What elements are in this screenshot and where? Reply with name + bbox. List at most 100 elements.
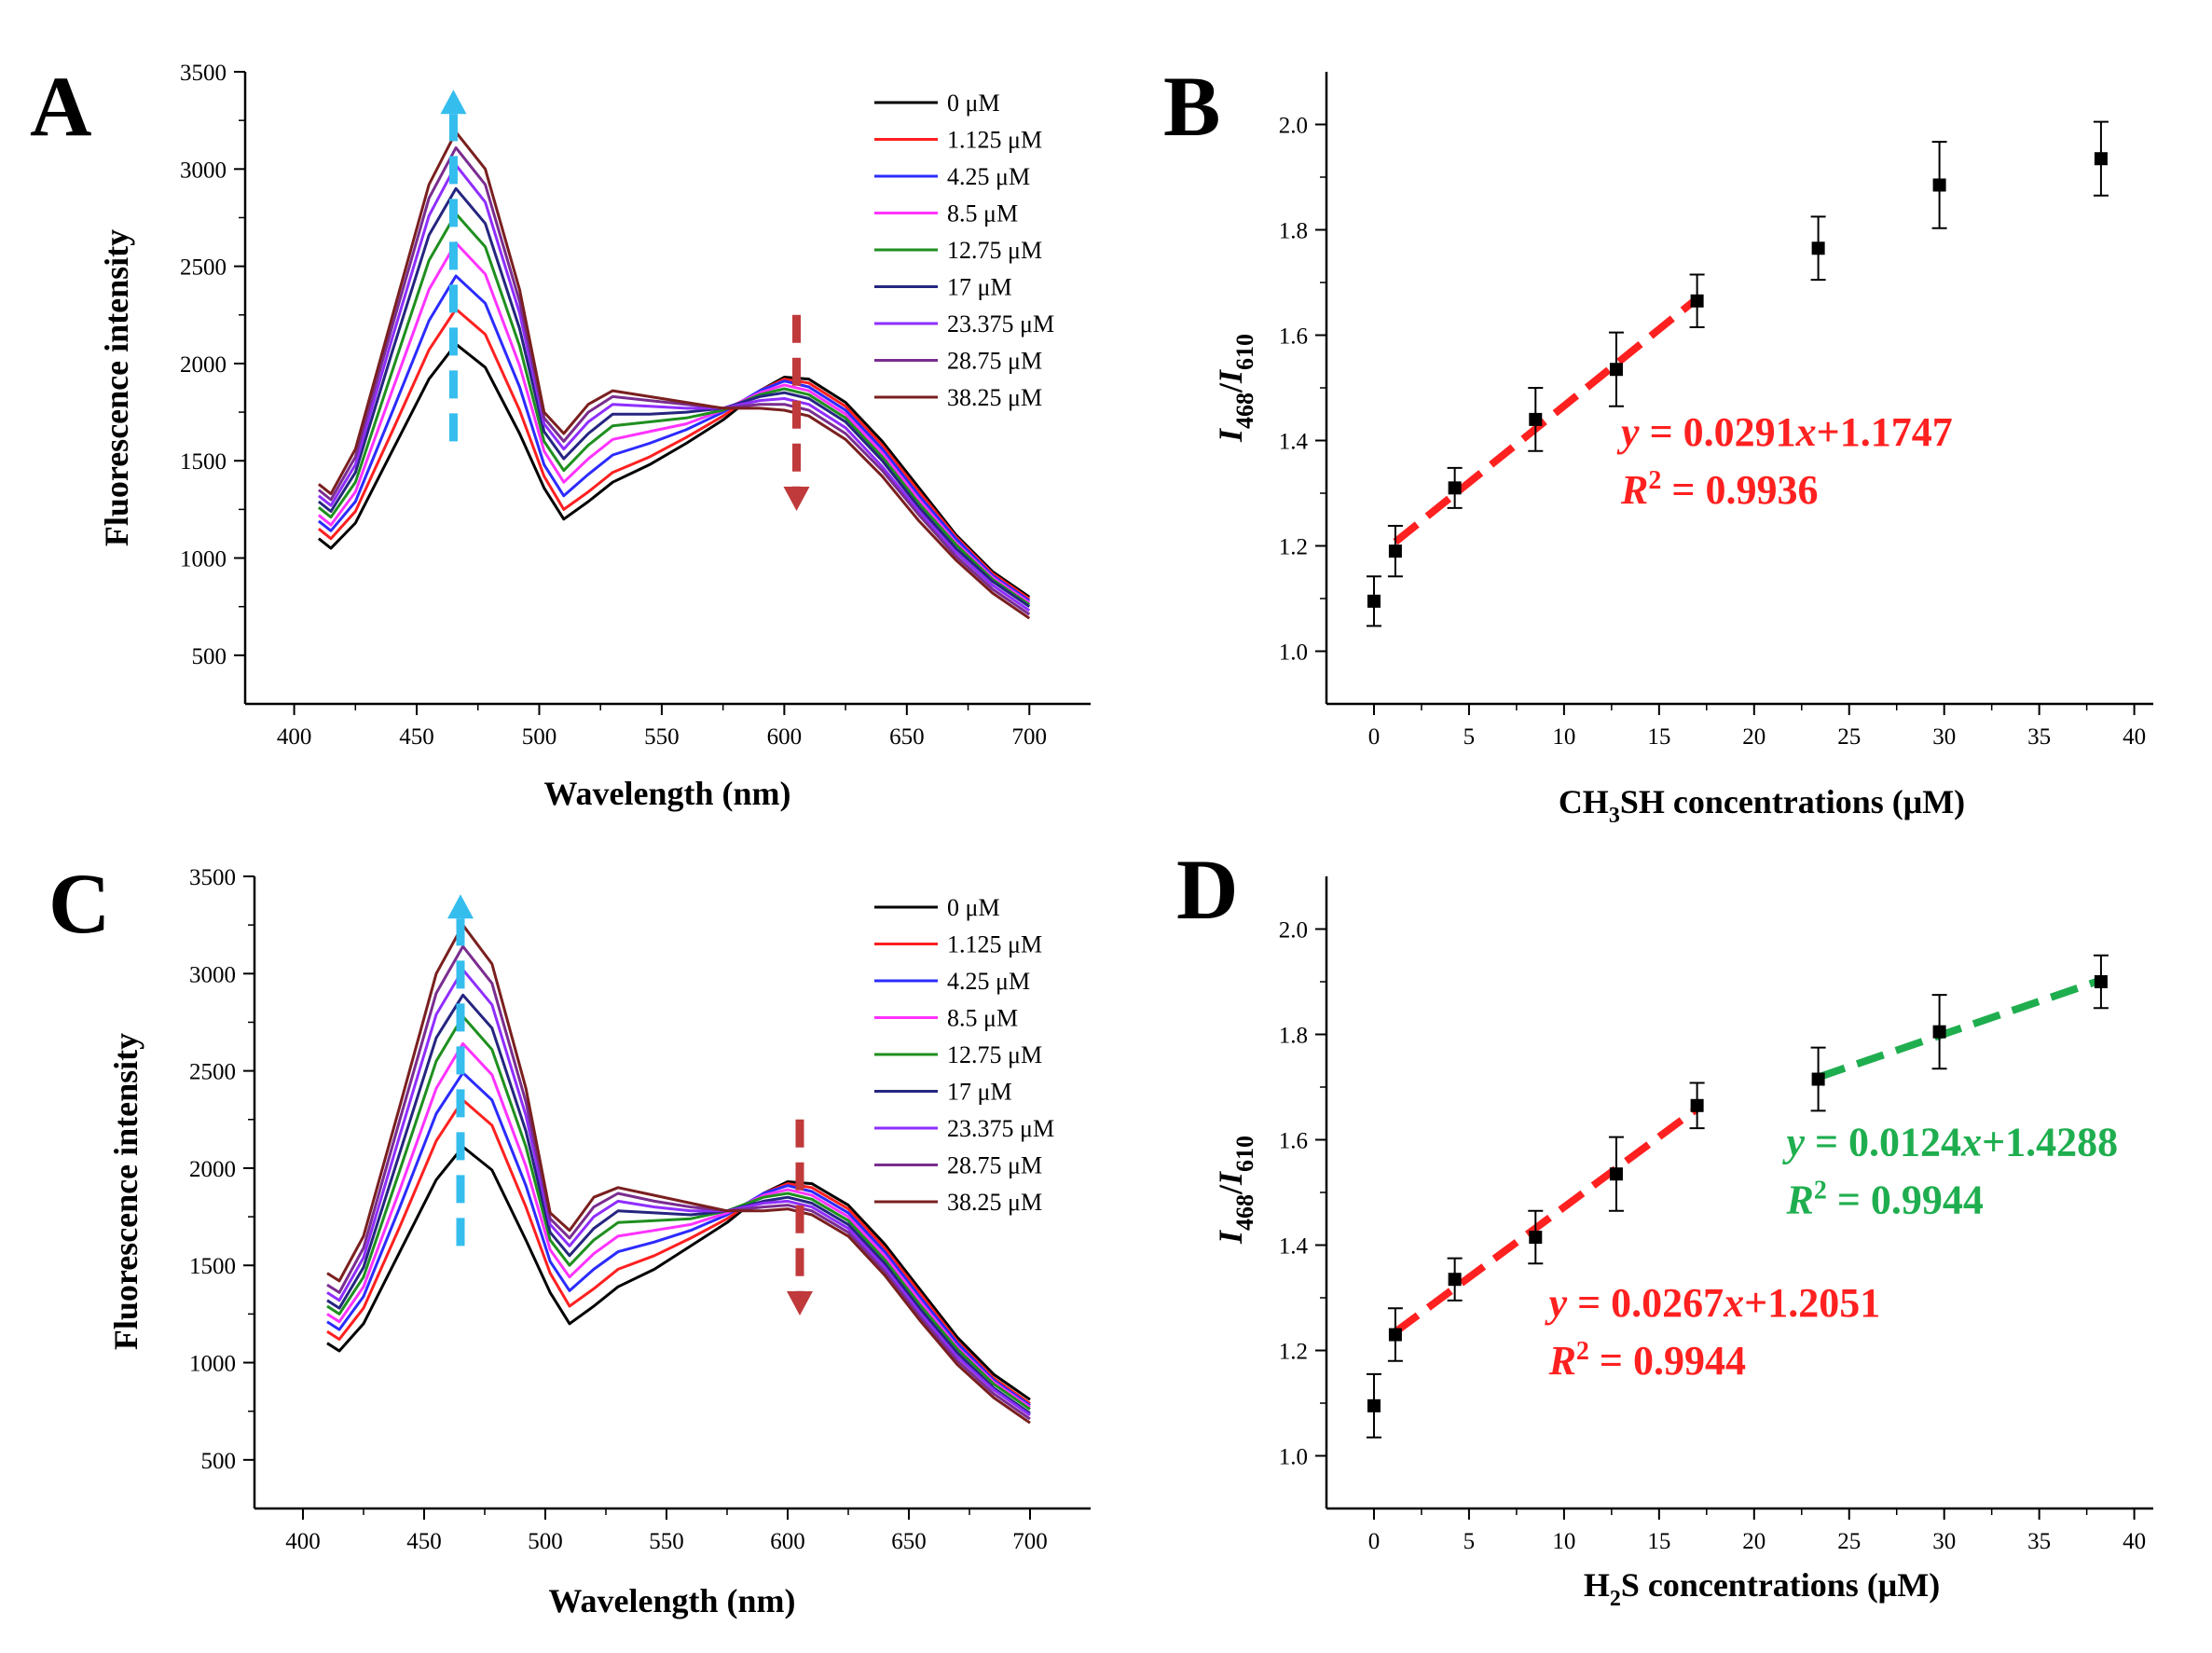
legend: 0 μM 1.125 μM 4.25 μM 8.5 μM 12.75 μM 17 μM 23… bbox=[874, 90, 1054, 411]
data-point bbox=[1448, 481, 1462, 495]
series-line-0 bbox=[317, 342, 1031, 599]
x-tick-label: 5 bbox=[1463, 1529, 1476, 1554]
legend-label: 4.25 μM bbox=[947, 968, 1030, 995]
x-tick-label: 650 bbox=[891, 1529, 927, 1554]
series-line-2 bbox=[317, 274, 1031, 602]
x-tick-label: 25 bbox=[1837, 724, 1861, 750]
legend-label: 1.125 μM bbox=[947, 127, 1042, 154]
y-tick-label: 2000 bbox=[189, 1157, 236, 1182]
data-point bbox=[1690, 294, 1704, 308]
y-tick-label: 1.8 bbox=[1279, 219, 1308, 244]
fit-equation: y = 0.0291x+1.1747 bbox=[1616, 409, 1953, 455]
legend-label: 17 μM bbox=[947, 1079, 1012, 1106]
series-line-5 bbox=[326, 993, 1031, 1415]
legend-label: 0 μM bbox=[947, 894, 1000, 921]
series-line-8 bbox=[326, 923, 1031, 1425]
y-axis-title: I468/I610 bbox=[1212, 334, 1258, 443]
series-line-3 bbox=[326, 1041, 1031, 1409]
legend-label: 4.25 μM bbox=[947, 163, 1030, 190]
panel-d: D 0 5 10 15 20 25 30 35 40 1.0 1.2 1.4 1.6 1.8 2.0 H2S c… bbox=[1176, 842, 2153, 1611]
y-tick-label: 2500 bbox=[180, 255, 227, 281]
legend-label: 23.375 μM bbox=[947, 1115, 1054, 1142]
data-point bbox=[2094, 975, 2108, 988]
legend-label: 1.125 μM bbox=[947, 931, 1042, 958]
x-tick-label: 0 bbox=[1368, 724, 1381, 750]
y-tick-label: 1.4 bbox=[1279, 430, 1309, 455]
y-tick-label: 3000 bbox=[189, 962, 236, 987]
y-axis-title: I468/I610 bbox=[1212, 1136, 1258, 1245]
x-axis-title: H2S concentrations (μM) bbox=[1584, 1566, 1940, 1611]
series-line-0 bbox=[326, 1145, 1031, 1401]
y-tick-label: 2500 bbox=[189, 1060, 236, 1085]
data-point bbox=[1690, 1098, 1704, 1112]
y-tick-label: 1.2 bbox=[1279, 1340, 1308, 1365]
legend-label: 12.75 μM bbox=[947, 1041, 1042, 1068]
panel-b: B 0 5 10 15 20 25 30 35 40 1.0 1.2 1.4 1.6 1.8 2.0 CH3SH… bbox=[1163, 59, 2153, 828]
data-point bbox=[1932, 178, 1946, 192]
y-tick-label: 3500 bbox=[189, 865, 236, 890]
x-tick-label: 400 bbox=[285, 1529, 321, 1554]
x-tick-label: 35 bbox=[2027, 1529, 2051, 1554]
arrow-up-head bbox=[440, 90, 467, 115]
y-tick-label: 2000 bbox=[180, 352, 227, 378]
data-point bbox=[1609, 1167, 1623, 1181]
fit-line-0 bbox=[1393, 1105, 1699, 1335]
data-point bbox=[1529, 412, 1543, 426]
y-tick-label: 1500 bbox=[180, 449, 227, 475]
y-tick-label: 1000 bbox=[189, 1352, 236, 1377]
x-tick-label: 650 bbox=[889, 724, 925, 750]
x-tick-label: 550 bbox=[644, 724, 680, 750]
x-tick-label: 400 bbox=[277, 724, 312, 750]
data-point bbox=[1367, 594, 1381, 608]
legend-label: 8.5 μM bbox=[947, 200, 1018, 227]
data-point bbox=[1367, 1398, 1381, 1412]
fit-r-squared: R2 = 0.9944 bbox=[1785, 1176, 1983, 1222]
data-point bbox=[1448, 1273, 1462, 1287]
data-point bbox=[2094, 152, 2108, 166]
x-tick-label: 550 bbox=[649, 1529, 684, 1554]
series-line-4 bbox=[326, 1014, 1031, 1411]
series-line-2 bbox=[326, 1071, 1031, 1407]
arrow-down-head bbox=[787, 1290, 813, 1316]
data-point bbox=[1529, 1231, 1543, 1245]
fit-line-0 bbox=[1393, 296, 1700, 545]
series-line-6 bbox=[326, 968, 1031, 1417]
x-tick-label: 40 bbox=[2123, 1529, 2146, 1554]
data-point bbox=[1388, 544, 1402, 558]
x-tick-label: 20 bbox=[1742, 1529, 1765, 1554]
x-axis-title: CH3SH concentrations (μM) bbox=[1559, 783, 1965, 828]
y-tick-label: 1500 bbox=[189, 1254, 236, 1279]
legend-label: 23.375 μM bbox=[947, 310, 1054, 337]
x-tick-label: 500 bbox=[522, 724, 557, 750]
panel-letter: D bbox=[1176, 842, 1238, 937]
arrow-up-head bbox=[447, 894, 474, 919]
panel-a: A 400 450 500 550 600 650 700 500 1000 1500 2000 250… bbox=[30, 59, 1091, 812]
y-tick-label: 500 bbox=[201, 1449, 237, 1474]
x-tick-label: 700 bbox=[1012, 724, 1048, 750]
legend-label: 28.75 μM bbox=[947, 1152, 1042, 1179]
panel-letter: B bbox=[1163, 59, 1220, 154]
x-tick-label: 5 bbox=[1463, 724, 1476, 750]
x-tick-label: 30 bbox=[1932, 1529, 1956, 1554]
fit-line-1 bbox=[1817, 976, 2103, 1081]
x-tick-label: 450 bbox=[399, 724, 434, 750]
y-tick-label: 1.8 bbox=[1279, 1024, 1308, 1049]
x-tick-label: 600 bbox=[770, 1529, 805, 1554]
y-tick-label: 500 bbox=[192, 644, 227, 669]
data-point bbox=[1932, 1025, 1946, 1039]
x-tick-label: 20 bbox=[1742, 724, 1765, 750]
x-tick-label: 15 bbox=[1647, 1529, 1670, 1554]
fit-r-squared: R2 = 0.9936 bbox=[1620, 466, 1818, 513]
series-line-5 bbox=[317, 186, 1031, 608]
x-tick-label: 0 bbox=[1368, 1529, 1381, 1554]
x-axis-title: Wavelength (nm) bbox=[544, 775, 791, 812]
data-point bbox=[1609, 363, 1623, 377]
x-tick-label: 10 bbox=[1552, 1529, 1575, 1554]
y-axis-title: Fluorescence intensity bbox=[98, 229, 135, 546]
series-line-8 bbox=[317, 131, 1031, 620]
series-line-1 bbox=[317, 308, 1031, 600]
y-tick-label: 1.6 bbox=[1279, 1129, 1308, 1154]
x-axis-title: Wavelength (nm) bbox=[549, 1582, 796, 1619]
legend-label: 0 μM bbox=[947, 90, 1000, 117]
